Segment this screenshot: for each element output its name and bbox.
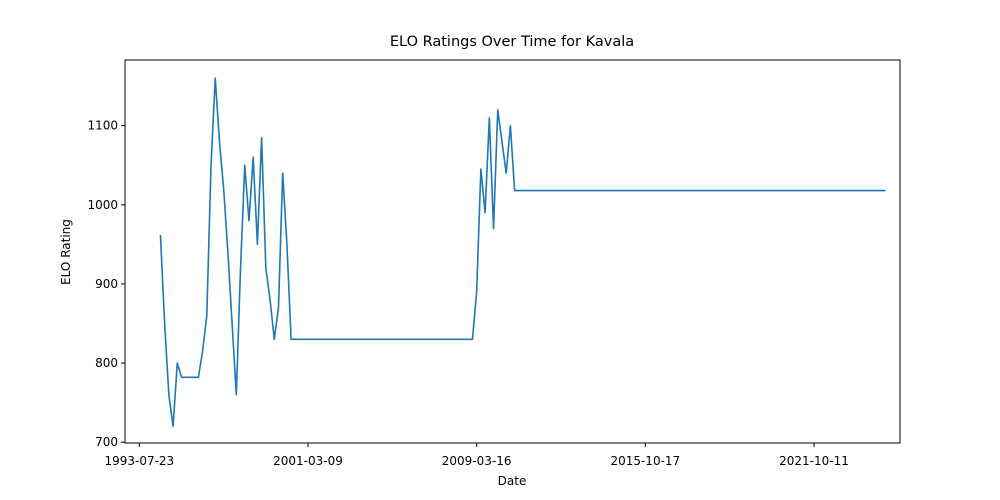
y-tick-label: 1100 (87, 119, 118, 133)
x-tick-label: 2001-03-09 (273, 454, 343, 468)
y-tick-label: 800 (95, 356, 118, 370)
x-tick-label: 2021-10-11 (779, 454, 849, 468)
y-axis-label: ELO Rating (59, 219, 73, 285)
x-tick-label: 2009-03-16 (442, 454, 512, 468)
y-tick-label: 900 (95, 277, 118, 291)
x-tick-label: 1993-07-23 (104, 454, 174, 468)
x-tick-label: 2015-10-17 (610, 454, 680, 468)
y-tick-label: 1000 (87, 198, 118, 212)
x-axis-label: Date (498, 474, 527, 488)
y-tick-label: 700 (95, 435, 118, 449)
chart-title: ELO Ratings Over Time for Kavala (390, 34, 634, 50)
plot-frame (124, 59, 901, 444)
data-line (159, 77, 886, 428)
